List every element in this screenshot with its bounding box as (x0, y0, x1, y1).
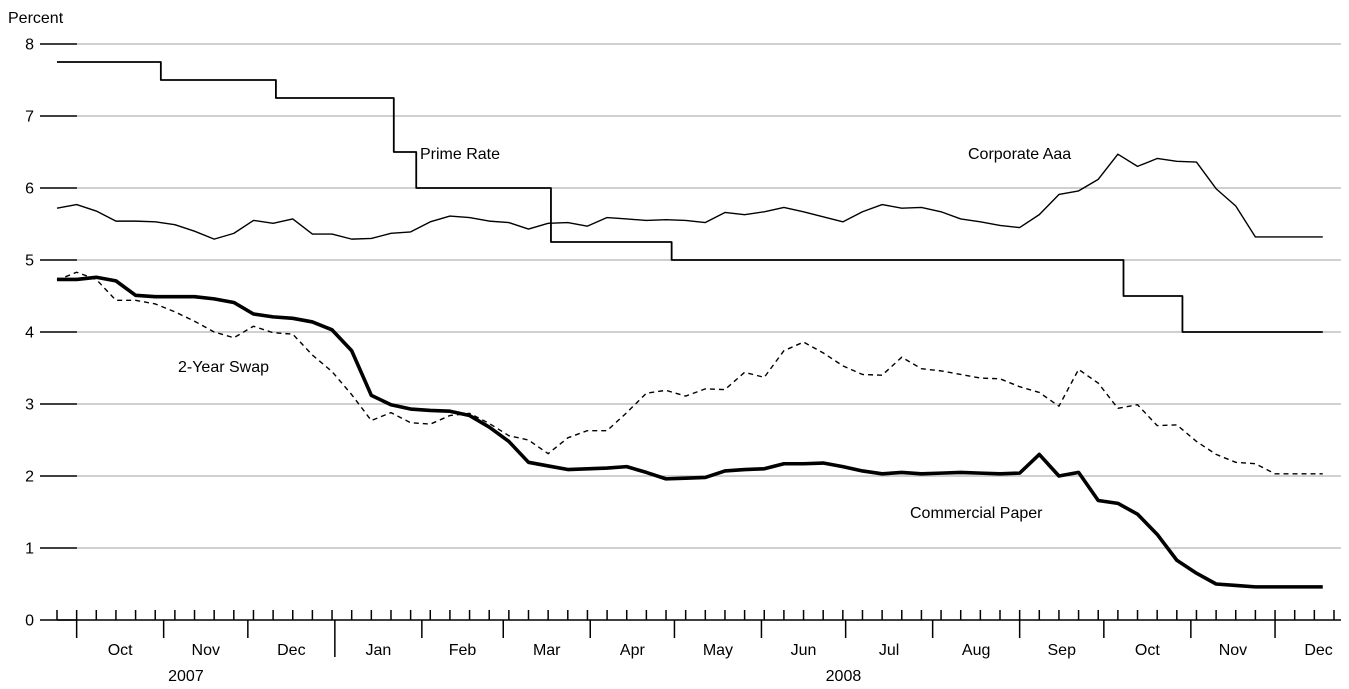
series-label-prime-rate: Prime Rate (420, 146, 500, 163)
y-tick-label: 4 (25, 325, 34, 342)
x-month-label: Mar (533, 642, 561, 659)
series-label-2-year-swap: 2-Year Swap (178, 359, 269, 376)
y-tick-label: 6 (25, 181, 34, 198)
x-year-label: 2008 (826, 668, 862, 685)
series-lines (56, 61, 1323, 589)
x-month-label: Jul (879, 642, 899, 659)
x-month-label: Jun (791, 642, 817, 659)
series-line-commercial-paper (57, 275, 1323, 589)
y-tick-label: 3 (25, 397, 34, 414)
x-month-label: Apr (620, 642, 646, 659)
x-month-label: Dec (1304, 642, 1332, 659)
series-label-corporate-aaa: Corporate Aaa (968, 146, 1071, 163)
x-year-label: 2007 (168, 668, 204, 685)
series-line-corporate-aaa (56, 153, 1323, 240)
x-month-label: Nov (1219, 642, 1247, 659)
series-line-2-year-swap (56, 271, 1323, 475)
y-tick-label: 0 (25, 613, 34, 630)
y-tick-label: 7 (25, 109, 34, 126)
x-month-label: Nov (192, 642, 220, 659)
x-month-label: Aug (962, 642, 990, 659)
y-tick-label: 2 (25, 469, 34, 486)
y-tick-label: 5 (25, 253, 34, 270)
y-tick-label: 1 (25, 541, 34, 558)
y-axis-label: Percent (8, 10, 64, 27)
x-month-label: Oct (108, 642, 133, 659)
x-month-label: Jan (365, 642, 391, 659)
y-axis: 0 1 2 3 4 5 6 7 8 (25, 37, 77, 630)
x-month-label: Oct (1135, 642, 1160, 659)
x-month-label: May (703, 642, 733, 659)
x-month-label: Dec (277, 642, 305, 659)
series-label-commercial-paper: Commercial Paper (910, 505, 1043, 522)
series-labels: Prime Rate Corporate Aaa 2-Year Swap Commer… (178, 146, 1071, 522)
series-line-prime-rate (57, 61, 1323, 333)
x-month-label: Sep (1048, 642, 1077, 659)
x-month-label: Feb (449, 642, 477, 659)
y-tick-label: 8 (25, 37, 34, 54)
x-axis: Oct Nov Dec Jan Feb Mar Apr May Jun Jul Aug Sep Oct N… (56, 610, 1341, 685)
